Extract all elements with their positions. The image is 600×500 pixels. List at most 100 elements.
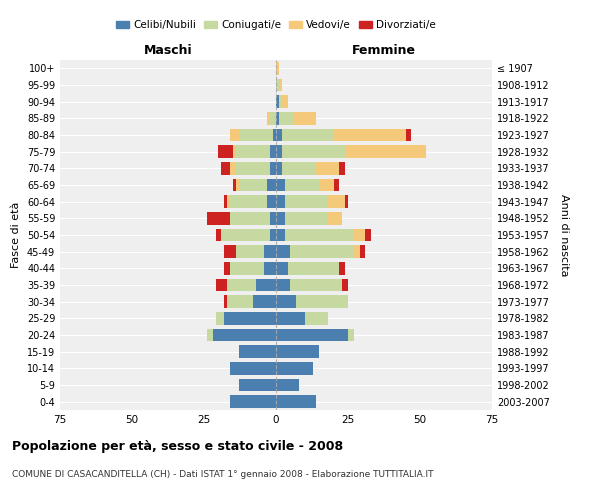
Bar [276, 262, 287, 274]
Bar [227, 296, 253, 308]
Bar [230, 396, 276, 408]
Bar [305, 312, 328, 324]
Bar [270, 212, 276, 224]
Bar [276, 112, 279, 124]
Bar [328, 196, 345, 208]
Bar [276, 396, 316, 408]
Bar [230, 196, 268, 208]
Bar [365, 229, 371, 241]
Bar [265, 262, 276, 274]
Legend: Celibi/Nubili, Coniugati/e, Vedovi/e, Divorziati/e: Celibi/Nubili, Coniugati/e, Vedovi/e, Di… [112, 16, 440, 34]
Bar [215, 229, 221, 241]
Bar [279, 96, 282, 108]
Bar [348, 329, 354, 341]
Bar [354, 229, 365, 241]
Text: Maschi: Maschi [143, 44, 193, 57]
Bar [221, 229, 270, 241]
Bar [284, 179, 319, 192]
Bar [218, 146, 233, 158]
Bar [236, 246, 265, 258]
Bar [270, 112, 276, 124]
Bar [296, 296, 348, 308]
Bar [293, 112, 316, 124]
Bar [215, 279, 227, 291]
Bar [319, 179, 334, 192]
Bar [233, 146, 236, 158]
Bar [406, 129, 412, 141]
Bar [276, 62, 279, 74]
Bar [282, 129, 334, 141]
Bar [276, 346, 319, 358]
Bar [282, 162, 316, 174]
Text: Femmine: Femmine [352, 44, 416, 57]
Bar [239, 179, 268, 192]
Bar [276, 312, 305, 324]
Bar [239, 346, 276, 358]
Bar [276, 79, 279, 92]
Bar [270, 229, 276, 241]
Text: COMUNE DI CASACANDITELLA (CH) - Dati ISTAT 1° gennaio 2008 - Elaborazione TUTTIT: COMUNE DI CASACANDITELLA (CH) - Dati IST… [12, 470, 433, 479]
Bar [268, 179, 276, 192]
Bar [253, 296, 276, 308]
Bar [334, 179, 340, 192]
Bar [270, 162, 276, 174]
Bar [233, 179, 236, 192]
Bar [224, 262, 230, 274]
Bar [276, 362, 313, 374]
Bar [227, 196, 230, 208]
Bar [284, 196, 328, 208]
Bar [256, 279, 276, 291]
Bar [236, 162, 270, 174]
Bar [276, 146, 282, 158]
Bar [268, 112, 270, 124]
Bar [230, 262, 265, 274]
Bar [270, 146, 276, 158]
Bar [239, 379, 276, 391]
Bar [342, 279, 348, 291]
Bar [236, 146, 270, 158]
Bar [276, 296, 296, 308]
Bar [239, 129, 273, 141]
Bar [221, 162, 230, 174]
Bar [215, 312, 224, 324]
Bar [276, 179, 284, 192]
Bar [224, 196, 227, 208]
Bar [230, 212, 270, 224]
Bar [279, 112, 293, 124]
Bar [230, 362, 276, 374]
Y-axis label: Anni di nascita: Anni di nascita [559, 194, 569, 276]
Bar [290, 279, 342, 291]
Bar [276, 96, 279, 108]
Bar [276, 162, 282, 174]
Bar [236, 179, 239, 192]
Bar [340, 162, 345, 174]
Bar [276, 279, 290, 291]
Bar [276, 129, 282, 141]
Bar [276, 379, 299, 391]
Text: Popolazione per età, sesso e stato civile - 2008: Popolazione per età, sesso e stato civil… [12, 440, 343, 453]
Bar [334, 129, 406, 141]
Bar [207, 212, 230, 224]
Bar [224, 312, 276, 324]
Bar [268, 196, 276, 208]
Bar [276, 212, 284, 224]
Bar [230, 129, 239, 141]
Bar [265, 246, 276, 258]
Y-axis label: Fasce di età: Fasce di età [11, 202, 21, 268]
Bar [316, 162, 340, 174]
Bar [340, 262, 345, 274]
Bar [282, 96, 287, 108]
Bar [354, 246, 359, 258]
Bar [207, 329, 212, 341]
Bar [230, 162, 236, 174]
Bar [345, 146, 426, 158]
Bar [227, 279, 256, 291]
Bar [224, 246, 236, 258]
Bar [287, 262, 340, 274]
Bar [276, 246, 290, 258]
Bar [284, 229, 354, 241]
Bar [282, 146, 345, 158]
Bar [345, 196, 348, 208]
Bar [328, 212, 342, 224]
Bar [359, 246, 365, 258]
